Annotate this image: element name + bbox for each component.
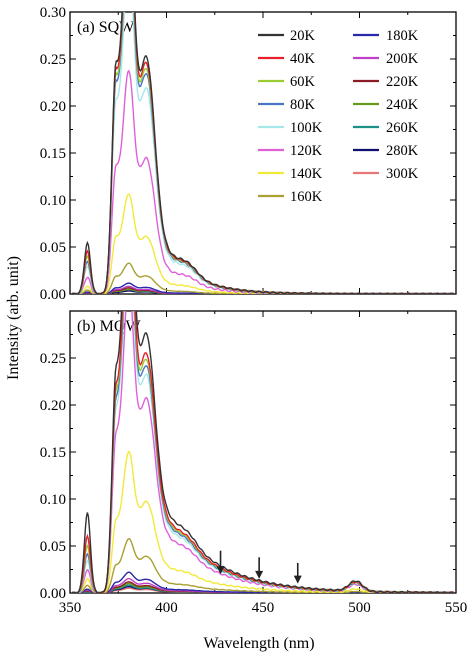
annotation-arrow [255, 557, 264, 579]
legend-label: 140K [290, 166, 323, 182]
y-tick-label: 0.20 [40, 99, 66, 115]
legend-label: 20K [290, 28, 316, 44]
x-tick-label: 400 [155, 600, 178, 616]
y-tick-label: 0.25 [40, 52, 66, 68]
legend-label: 40K [290, 51, 316, 67]
series-line-40k [71, 311, 455, 593]
legend-item-240k: 240K [353, 97, 419, 113]
legend-item-300k: 300K [353, 166, 419, 182]
legend-label: 220K [386, 74, 419, 90]
panel-b-mqw: 350 400 450 500 5500.000.050.100.150.200.25(… [40, 310, 468, 616]
legend-item-120k: 120K [258, 143, 323, 159]
legend-item-60k: 60K [258, 74, 316, 90]
y-tick-label: 0.10 [40, 193, 66, 209]
legend-label: 60K [290, 74, 316, 90]
y-tick-label: 0.00 [40, 287, 66, 303]
series-line-20k [71, 311, 455, 593]
series-line-180k [71, 571, 455, 593]
panel-label: (a) SQW [77, 19, 135, 36]
legend-label: 300K [386, 166, 419, 182]
legend-item-140k: 140K [258, 166, 323, 182]
legend-label: 180K [386, 28, 419, 44]
legend-label: 280K [386, 143, 419, 159]
legend-label: 100K [290, 120, 323, 136]
x-axis-title: Wavelength (nm) [203, 635, 314, 652]
y-tick-label: 0.15 [40, 146, 66, 162]
y-tick-label: 0.25 [40, 351, 66, 367]
legend-item-20k: 20K [258, 28, 316, 44]
legend-item-180k: 180K [353, 28, 419, 44]
y-tick-label: 0.15 [40, 445, 66, 461]
legend-item-220k: 220K [353, 74, 419, 90]
legend: 20K 40K 60K 80K 100K 120K 140K 160K 180K 200K 220K… [258, 28, 419, 205]
y-tick-label: 0.20 [40, 398, 66, 414]
y-tick-label: 0.10 [40, 492, 66, 508]
series-line-60k [71, 311, 455, 593]
annotation-arrow [216, 550, 225, 575]
y-axis-title: Intensity (arb. unit) [5, 256, 22, 380]
series-line-160k [71, 537, 455, 593]
series-line-280k [71, 290, 455, 294]
legend-item-80k: 80K [258, 97, 316, 113]
x-tick-label: 450 [252, 600, 275, 616]
legend-label: 260K [386, 120, 419, 136]
legend-label: 120K [290, 143, 323, 159]
legend-item-100k: 100K [258, 120, 323, 136]
y-tick-label: 0.30 [40, 5, 66, 21]
series-line-80k [71, 311, 455, 593]
legend-label: 80K [290, 97, 316, 113]
y-tick-label: 0.05 [40, 240, 66, 256]
legend-label: 240K [386, 97, 419, 113]
x-tick-label: 550 [445, 600, 468, 616]
series-line-140k [71, 193, 455, 294]
legend-item-200k: 200K [353, 51, 419, 67]
y-tick-label: 0.05 [40, 539, 66, 555]
legend-label: 200K [386, 51, 419, 67]
annotation-arrow [293, 562, 302, 584]
series-group [71, 12, 455, 294]
legend-label: 160K [290, 189, 323, 205]
legend-item-280k: 280K [353, 143, 419, 159]
legend-item-40k: 40K [258, 51, 316, 67]
y-tick-label: 0.00 [40, 586, 66, 602]
legend-item-160k: 160K [258, 189, 323, 205]
series-line-20k [71, 12, 455, 294]
series-group [71, 311, 455, 593]
x-tick-label: 350 [59, 600, 82, 616]
legend-item-260k: 260K [353, 120, 419, 136]
panel-a-sqw: 0.00 0.05 0.10 0.15 0.20 0.25 0.30 (a) SQW 20K 40… [40, 5, 457, 303]
x-tick-label: 500 [348, 600, 371, 616]
